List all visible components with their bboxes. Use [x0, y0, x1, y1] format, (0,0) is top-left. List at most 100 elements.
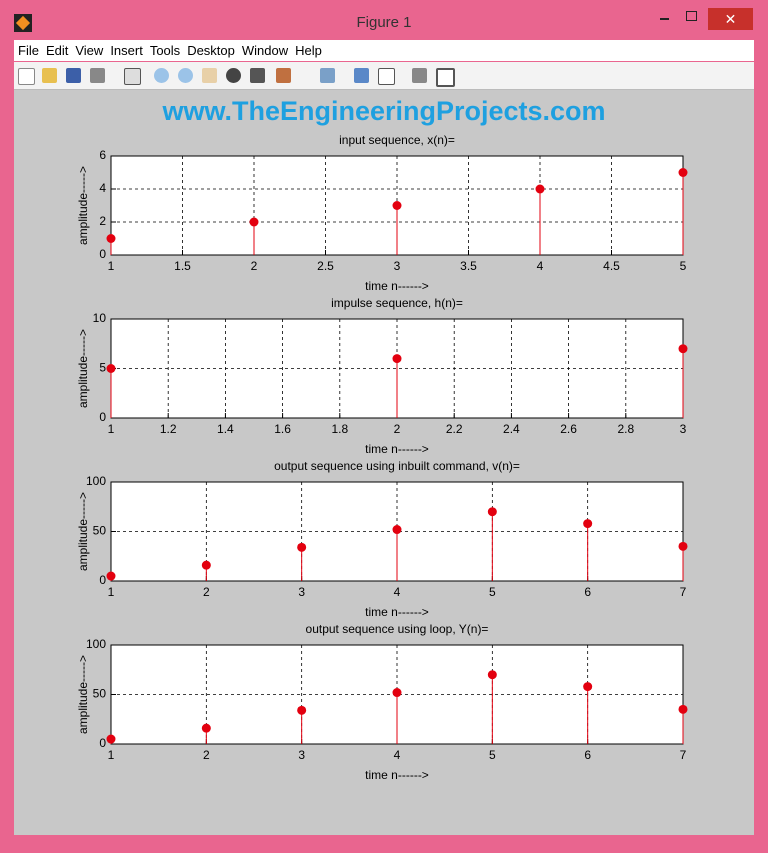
- new-icon[interactable]: [18, 68, 35, 85]
- y-tick-label: 0: [99, 736, 106, 750]
- stem-marker: [106, 234, 116, 243]
- x-tick-label: 1.4: [217, 422, 234, 436]
- x-tick-label: 2: [394, 422, 401, 436]
- stem-marker: [106, 734, 116, 744]
- menu-bar: File Edit View Insert Tools Desktop Window Help: [14, 40, 754, 61]
- stem-marker: [487, 670, 497, 680]
- x-tick-label: 3: [680, 422, 687, 436]
- menu-item[interactable]: Insert: [110, 43, 143, 58]
- x-tick-label: 5: [489, 748, 496, 762]
- x-tick-label: 2.8: [617, 422, 634, 436]
- stem-marker: [678, 704, 688, 714]
- x-tick-label: 1.6: [274, 422, 291, 436]
- x-tick-label: 2.2: [446, 422, 463, 436]
- menu-item[interactable]: Tools: [149, 43, 181, 58]
- print-icon[interactable]: [90, 68, 105, 83]
- menu-item[interactable]: View: [75, 43, 104, 58]
- zoom-out-icon[interactable]: [178, 68, 193, 83]
- stem-marker: [392, 688, 402, 698]
- x-tick-label: 3: [298, 748, 305, 762]
- zoom-in-icon[interactable]: [154, 68, 169, 83]
- stem-marker: [201, 560, 211, 570]
- menu-item[interactable]: Desktop: [187, 43, 235, 58]
- stem-marker: [249, 217, 259, 227]
- datacursor-icon[interactable]: [250, 68, 265, 83]
- plots: input sequence, x(n)= time n------> amplit…: [76, 133, 688, 782]
- x-tick-label: 2: [203, 748, 210, 762]
- window-title: Figure 1: [356, 14, 412, 31]
- menu-item[interactable]: Window: [241, 43, 289, 58]
- chart-title: input sequence, x(n)=: [339, 133, 455, 147]
- x-axis-label: time n------>: [365, 442, 429, 456]
- y-tick-label: 0: [99, 573, 106, 587]
- app-icon: [14, 14, 32, 32]
- x-tick-label: 2.6: [560, 422, 577, 436]
- chart-title: impulse sequence, h(n)=: [331, 296, 463, 310]
- x-tick-label: 1: [108, 259, 115, 273]
- y-axis-label: amplitude----->: [76, 166, 90, 245]
- x-tick-label: 4: [394, 585, 401, 599]
- stem-marker: [297, 542, 307, 552]
- stem-marker: [583, 682, 593, 692]
- pan-icon[interactable]: [202, 68, 217, 83]
- legend-icon[interactable]: [378, 68, 395, 85]
- y-tick-label: 0: [99, 247, 106, 261]
- link-icon[interactable]: [320, 68, 335, 83]
- y-tick-label: 6: [99, 148, 106, 162]
- minimize-button[interactable]: [660, 18, 669, 20]
- stem-marker: [678, 541, 688, 551]
- select-icon[interactable]: [124, 68, 141, 85]
- colorbar-icon[interactable]: [354, 68, 369, 83]
- x-tick-label: 2.5: [317, 259, 334, 273]
- y-tick-label: 4: [99, 181, 106, 195]
- x-tick-label: 4.5: [603, 259, 620, 273]
- rotate-icon[interactable]: [226, 68, 241, 83]
- y-tick-label: 0: [99, 410, 106, 424]
- stem-marker: [201, 723, 211, 733]
- x-tick-label: 1.8: [331, 422, 348, 436]
- x-tick-label: 2.4: [503, 422, 520, 436]
- chart-title: output sequence using loop, Y(n)=: [306, 622, 489, 636]
- y-axis-label: amplitude----->: [76, 492, 90, 571]
- y-tick-label: 100: [86, 637, 106, 651]
- stem-marker: [297, 705, 307, 715]
- x-tick-label: 7: [680, 585, 687, 599]
- x-axis-label: time n------>: [365, 279, 429, 293]
- title-bar: Figure 1 ✕: [0, 0, 768, 38]
- x-tick-label: 1.2: [160, 422, 177, 436]
- close-button[interactable]: ✕: [708, 8, 753, 30]
- toolbar: [14, 62, 754, 90]
- open-icon[interactable]: [42, 68, 57, 83]
- hide-tools-icon[interactable]: [412, 68, 427, 83]
- x-tick-label: 7: [680, 748, 687, 762]
- banner: www.TheEngineeringProjects.com: [162, 96, 606, 126]
- x-tick-label: 1: [108, 422, 115, 436]
- x-tick-label: 3: [298, 585, 305, 599]
- x-axis-label: time n------>: [365, 605, 429, 619]
- stem-marker: [487, 507, 497, 517]
- brush-icon[interactable]: [276, 68, 291, 83]
- x-tick-label: 6: [584, 748, 591, 762]
- stem-marker: [535, 184, 545, 194]
- y-tick-label: 10: [93, 311, 107, 325]
- maximize-button[interactable]: [686, 11, 697, 21]
- y-tick-label: 2: [99, 214, 106, 228]
- x-tick-label: 6: [584, 585, 591, 599]
- menu-item[interactable]: Help: [295, 43, 322, 58]
- figure-area: input sequence, x(n)= time n------> amplit…: [14, 90, 754, 835]
- x-tick-label: 1.5: [174, 259, 191, 273]
- stem-marker: [678, 344, 688, 354]
- menu-item[interactable]: Edit: [45, 43, 69, 58]
- x-tick-label: 3.5: [460, 259, 477, 273]
- stem-marker: [392, 525, 402, 535]
- y-tick-label: 50: [93, 687, 107, 701]
- stem-marker: [106, 571, 116, 581]
- menu-item[interactable]: File: [18, 43, 39, 58]
- y-tick-label: 5: [99, 361, 106, 375]
- show-tools-icon[interactable]: [436, 68, 455, 87]
- x-tick-label: 2: [203, 585, 210, 599]
- save-icon[interactable]: [66, 68, 81, 83]
- y-axis-label: amplitude----->: [76, 655, 90, 734]
- x-axis-label: time n------>: [365, 768, 429, 782]
